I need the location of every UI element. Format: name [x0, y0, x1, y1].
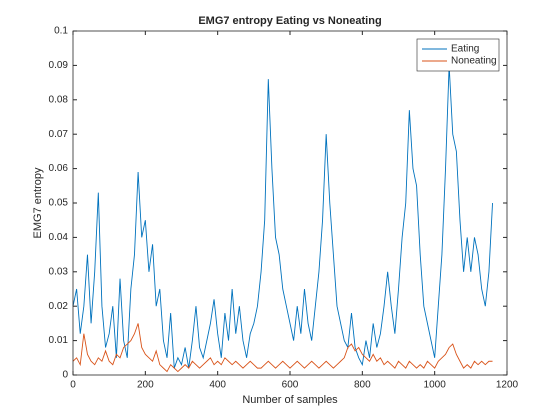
y-tick-label: 0.03: [49, 266, 69, 277]
y-tick-label: 0.07: [49, 129, 69, 140]
y-tick-label: 0.09: [49, 60, 69, 71]
legend-label: Eating: [451, 44, 479, 55]
line-series: [72, 323, 493, 373]
y-tick-label: 0.05: [49, 198, 69, 209]
x-axis-label: Number of samples: [242, 394, 338, 406]
y-tick-label: 0.1: [54, 26, 68, 37]
x-tick-label: 600: [282, 380, 299, 391]
y-tick-label: 0.02: [49, 301, 69, 312]
y-tick-label: 0: [62, 370, 68, 381]
y-tick-label: 0.08: [49, 94, 69, 105]
x-tick-label: 800: [354, 380, 371, 391]
y-tick-label: 0.04: [49, 232, 69, 243]
line-series: [72, 65, 493, 369]
axes-box: [72, 30, 508, 376]
y-axis-label: EMG7 entropy: [32, 167, 44, 238]
x-tick-label: 400: [209, 380, 226, 391]
legend-label: Noneating: [451, 56, 497, 67]
x-tick-label: 0: [70, 380, 76, 391]
chart-title: EMG7 entropy Eating vs Noneating: [198, 15, 381, 27]
x-tick-label: 1000: [424, 380, 447, 391]
x-tick-label: 1200: [496, 380, 519, 391]
y-tick-label: 0.01: [49, 335, 69, 346]
legend-box: [416, 38, 500, 72]
x-tick-label: 200: [137, 380, 154, 391]
y-tick-label: 0.06: [49, 163, 69, 174]
